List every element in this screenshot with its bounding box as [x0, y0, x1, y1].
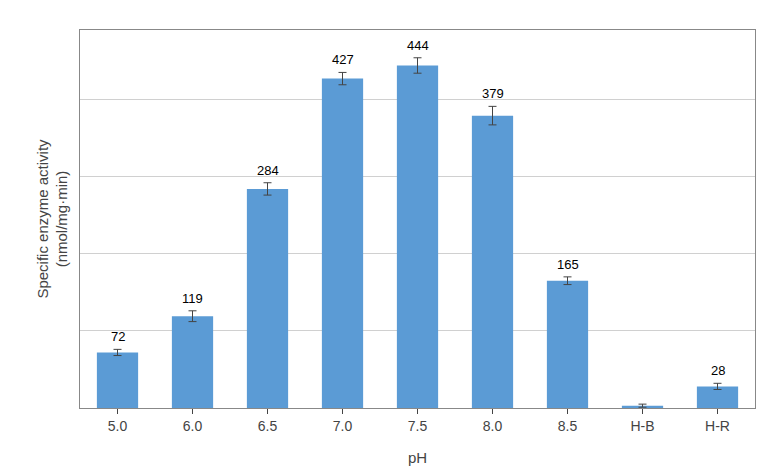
- svg-text:Specific enzyme activity(nmol/: Specific enzyme activity(nmol/mg·min): [34, 139, 71, 299]
- svg-text:6.5: 6.5: [258, 418, 278, 434]
- svg-text:8.0: 8.0: [483, 418, 503, 434]
- svg-text:165: 165: [557, 257, 579, 272]
- svg-text:pH: pH: [408, 449, 427, 466]
- svg-text:72: 72: [111, 329, 125, 344]
- svg-text:119: 119: [182, 291, 203, 306]
- svg-text:444: 444: [407, 38, 429, 53]
- svg-text:5.0: 5.0: [108, 418, 128, 434]
- svg-text:8.5: 8.5: [558, 418, 578, 434]
- svg-text:379: 379: [482, 86, 504, 101]
- svg-text:H-B: H-B: [630, 418, 654, 434]
- svg-text:427: 427: [332, 52, 354, 67]
- svg-text:284: 284: [257, 163, 279, 178]
- svg-text:7.0: 7.0: [333, 418, 353, 434]
- svg-text:6.0: 6.0: [183, 418, 203, 434]
- svg-text:H-R: H-R: [705, 418, 730, 434]
- svg-text:28: 28: [711, 363, 725, 378]
- svg-text:7.5: 7.5: [408, 418, 428, 434]
